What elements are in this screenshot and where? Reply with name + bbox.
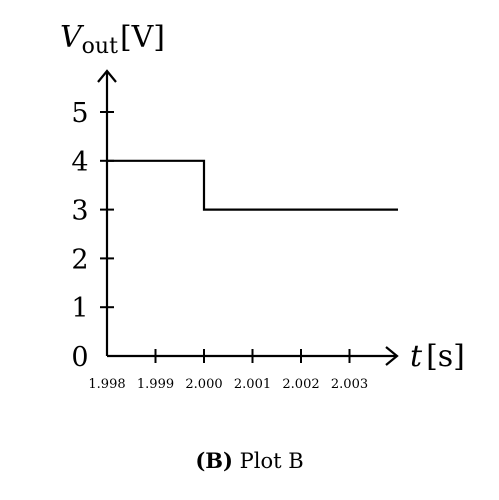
figure-caption: (B) Plot B [0, 448, 499, 473]
x-axis-label: t [s] [410, 339, 465, 374]
ticks: 0 1 2 3 4 5 1.998 1.999 2.000 2.001 2.002 2.003 [71, 98, 368, 392]
x-tick-label: 2.000 [185, 377, 222, 392]
x-tick-label: 2.002 [282, 377, 319, 392]
x-tick-label: 1.999 [137, 377, 174, 392]
y-tick-label: 0 [71, 342, 88, 373]
y-axis-label: Vout[V] [60, 20, 165, 59]
y-tick-label: 5 [71, 98, 88, 129]
caption-label: (B) [195, 448, 233, 473]
caption-text: Plot B [232, 449, 304, 473]
x-tick-label: 1.998 [88, 377, 125, 392]
y-axis-arrowhead [97, 69, 117, 83]
x-tick-label: 2.003 [331, 377, 368, 392]
y-tick-label: 1 [71, 293, 88, 324]
x-tick-label: 2.001 [234, 377, 271, 392]
y-tick-label: 2 [71, 244, 88, 275]
y-tick-label: 3 [71, 196, 88, 227]
x-axis-arrowhead [385, 346, 399, 366]
y-tick-label: 4 [71, 147, 88, 178]
step-response-chart: 0 1 2 3 4 5 1.998 1.999 2.000 2.001 2.002 2.003 Vou… [60, 20, 465, 392]
series-line [107, 159, 398, 211]
series-layer [107, 159, 398, 211]
axes [97, 69, 399, 366]
